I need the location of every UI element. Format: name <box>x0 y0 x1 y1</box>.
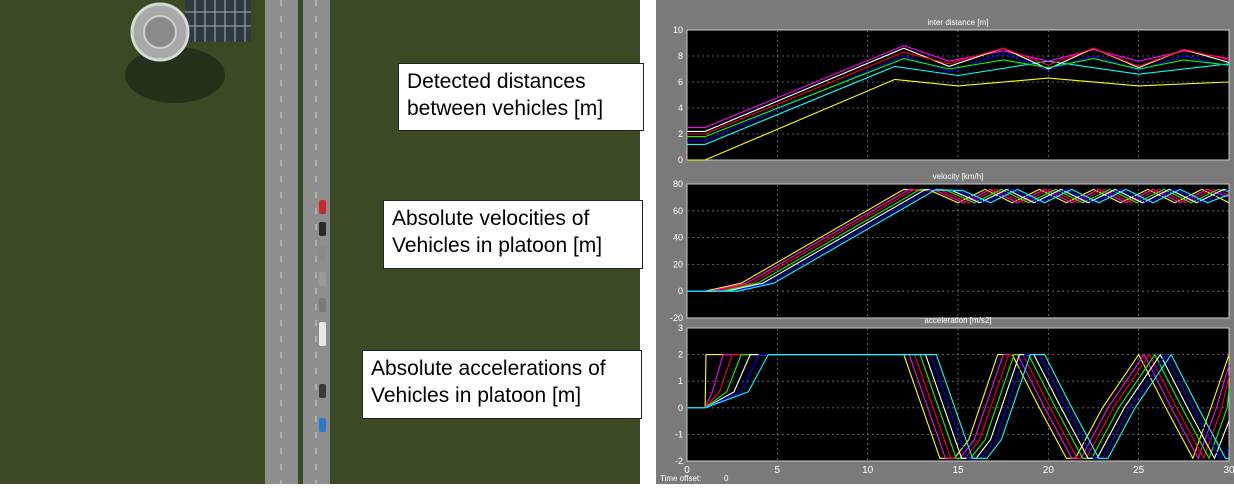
y-tick-label: 2 <box>678 129 683 139</box>
callout-distances-line1: Detected distances <box>407 70 586 93</box>
scope-window: inter distance [m] 0 2 4 6 8 10 velocity [km/h]… <box>656 0 1234 484</box>
y-tick-label: 0 <box>678 403 683 413</box>
y-tick-label: 80 <box>673 179 683 189</box>
x-tick-label: 0 <box>684 465 690 476</box>
callout-accelerations-line2: Vehicles in platoon [m] <box>371 384 582 407</box>
series-line-7 <box>687 188 1230 292</box>
vehicle-4 <box>319 272 326 286</box>
series-line-7 <box>687 353 1229 459</box>
plot-title: inter distance [m] <box>928 18 989 27</box>
vehicle-1 <box>319 200 326 214</box>
y-tick-label: -20 <box>670 313 683 323</box>
vehicle-5 <box>319 298 326 312</box>
vehicle-7 <box>319 384 326 398</box>
y-tick-label: 10 <box>673 25 683 35</box>
series-line-6 <box>687 188 1230 292</box>
y-tick-label: 0 <box>678 286 683 296</box>
x-tick-label: 30 <box>1223 465 1234 476</box>
x-tick-label: 10 <box>862 465 874 476</box>
round-tower-inner <box>143 15 177 49</box>
series-line-1 <box>687 77 1230 161</box>
callout-accelerations-line1: Absolute accelerations of <box>371 357 606 380</box>
series-line-4 <box>687 47 1230 132</box>
office-building <box>185 0 251 42</box>
callout-distances: Detected distances between vehicles [m] <box>398 63 644 131</box>
vehicle-platoon <box>319 200 326 432</box>
y-tick-label: 1 <box>678 376 683 386</box>
callout-velocities: Absolute velocities of Vehicles in plato… <box>383 200 643 269</box>
callout-accelerations: Absolute accelerations of Vehicles in pl… <box>362 350 642 419</box>
y-tick-label: 3 <box>678 323 683 333</box>
y-tick-label: 0 <box>678 155 683 165</box>
y-tick-label: 20 <box>673 259 683 269</box>
time-offset-label: Time offset: <box>660 474 701 483</box>
y-tick-label: 8 <box>678 51 683 61</box>
series-line-5 <box>687 188 1230 292</box>
y-tick-label: -2 <box>675 456 683 466</box>
plot-title: velocity [km/h] <box>933 172 984 181</box>
series-line-6 <box>687 58 1230 138</box>
vehicle-8 <box>319 418 326 432</box>
x-tick-label: 5 <box>775 465 781 476</box>
series-line-2 <box>687 60 1230 145</box>
y-tick-label: 40 <box>673 233 683 243</box>
series-line-4 <box>687 188 1230 292</box>
plot-title: acceleration [m/s2] <box>924 316 991 325</box>
series-line-3 <box>687 188 1230 292</box>
callout-velocities-line1: Absolute velocities of <box>392 207 590 230</box>
plot-2: velocity [km/h] -20 0 20 40 60 80 <box>670 172 1230 323</box>
series-line-7 <box>687 47 1230 135</box>
x-tick-label: 15 <box>952 465 964 476</box>
building-shadow <box>125 47 225 103</box>
time-offset-value: 0 <box>724 474 729 483</box>
plot-1: inter distance [m] 0 2 4 6 8 10 <box>673 18 1230 165</box>
vehicle-3 <box>319 246 326 260</box>
series-line-6 <box>687 353 1230 460</box>
y-tick-label: -1 <box>675 429 683 439</box>
vehicle-2 <box>319 222 326 236</box>
series-line-5 <box>687 353 1230 460</box>
y-tick-label: 2 <box>678 350 683 360</box>
y-tick-label: 6 <box>678 77 683 87</box>
x-tick-label: 25 <box>1133 465 1145 476</box>
vehicle-6 <box>319 322 326 346</box>
series-line-5 <box>687 52 1230 142</box>
y-tick-label: 4 <box>678 103 683 113</box>
x-tick-label: 20 <box>1043 465 1055 476</box>
y-tick-label: 60 <box>673 206 683 216</box>
series-line-3 <box>687 45 1230 129</box>
callout-distances-line2: between vehicles [m] <box>407 97 604 120</box>
callout-velocities-line2: Vehicles in platoon [m] <box>392 234 603 257</box>
building-windows <box>185 0 251 42</box>
